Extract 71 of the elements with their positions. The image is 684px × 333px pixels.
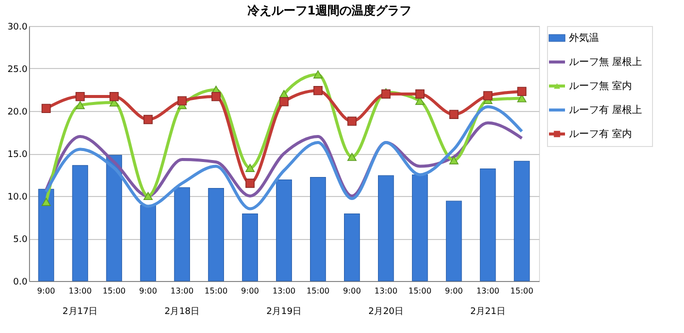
x-tick-label: 15:00 [102, 286, 126, 296]
x-tick-label: 13:00 [68, 286, 92, 296]
bar [276, 180, 292, 282]
x-tick-label: 13:00 [272, 286, 296, 296]
point [347, 152, 357, 161]
bar [310, 177, 326, 282]
text: 2月19日 [266, 307, 302, 317]
point [245, 178, 255, 188]
bar [174, 187, 190, 282]
point [245, 164, 255, 172]
bar [344, 214, 360, 282]
bar [378, 175, 394, 282]
legend-label: ルーフ無 屋根上 [569, 56, 642, 68]
line-series [44, 105, 524, 210]
y-tick-label: 0.0 [13, 278, 28, 288]
point [42, 198, 51, 206]
point [449, 156, 458, 164]
y-tick-label: 5.0 [13, 235, 28, 245]
point [483, 91, 492, 100]
x-tick-label: 9:00 [241, 286, 260, 296]
point [313, 70, 323, 78]
point [279, 97, 289, 106]
point [110, 92, 119, 102]
point [76, 101, 85, 110]
legend-label: ルーフ有 屋根上 [569, 104, 642, 116]
x-tick-label: 13:00 [170, 286, 194, 296]
text: 2月20日 [368, 307, 404, 317]
x-tick-label: 9:00 [37, 286, 56, 296]
bar [480, 168, 496, 282]
x-tick-label: 15:00 [510, 286, 534, 296]
y-tick-label: 30.0 [7, 22, 28, 32]
point [42, 104, 51, 114]
x-tick-label: 9:00 [444, 286, 463, 296]
bar [412, 174, 428, 282]
point [517, 86, 526, 96]
bar [446, 200, 462, 282]
point [415, 89, 424, 99]
bar [140, 205, 156, 282]
point [347, 116, 357, 126]
y-tick-label: 10.0 [7, 192, 28, 202]
bar [38, 188, 54, 282]
x-tick-label: 9:00 [139, 286, 158, 296]
bar [242, 214, 258, 282]
point [177, 96, 187, 106]
x-tick-label: 13:00 [476, 286, 500, 296]
x-tick-label: 15:00 [204, 286, 228, 296]
bar [72, 165, 88, 282]
text: 2月21日 [470, 307, 506, 317]
x-tick-label: 15:00 [408, 286, 432, 296]
x-tick-label: 15:00 [306, 286, 330, 296]
bar [514, 160, 530, 282]
y-tick-label: 15.0 [7, 150, 28, 160]
y-tick-label: 25.0 [7, 65, 28, 75]
text: 2月17日 [62, 307, 98, 317]
chart-title: 冷えルーフ1週間の温度グラフ [247, 4, 412, 18]
point [313, 86, 323, 96]
y-tick-label: 20.0 [7, 108, 28, 118]
point [211, 92, 221, 102]
bar [208, 188, 224, 282]
legend-label: ルーフ無 室内 [569, 80, 632, 92]
x-tick-label: 9:00 [342, 286, 361, 296]
bar [106, 154, 122, 282]
x-tick-label: 13:00 [374, 286, 398, 296]
legend-label: ルーフ有 室内 [569, 128, 632, 140]
legend-label: 外気温 [569, 32, 599, 44]
point [144, 114, 153, 124]
point [381, 89, 391, 99]
point [76, 92, 85, 102]
point [449, 110, 458, 119]
text: 2月18日 [164, 307, 200, 317]
point [144, 192, 153, 200]
